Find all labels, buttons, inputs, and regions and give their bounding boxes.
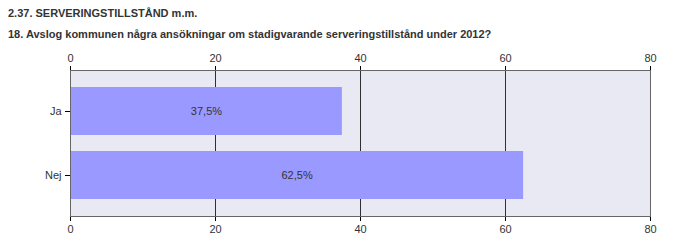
svg-text:Nej: Nej xyxy=(45,169,62,181)
svg-text:80: 80 xyxy=(644,52,656,64)
svg-text:60: 60 xyxy=(499,52,511,64)
svg-text:62,5%: 62,5% xyxy=(281,169,312,181)
html-text:18. Avslog kommunen några ansö: 18. Avslog kommunen några ansökningar om… xyxy=(8,28,492,40)
svg-text:40: 40 xyxy=(354,223,366,235)
svg-text:20: 20 xyxy=(209,223,221,235)
svg-text:0: 0 xyxy=(67,223,73,235)
svg-text:60: 60 xyxy=(499,223,511,235)
svg-text:37,5%: 37,5% xyxy=(191,105,222,117)
html-text:2.37. SERVERINGSTILLSTÅND m.m.: 2.37. SERVERINGSTILLSTÅND m.m. xyxy=(8,7,198,19)
svg-text:80: 80 xyxy=(644,223,656,235)
svg-text:0: 0 xyxy=(67,52,73,64)
svg-text:40: 40 xyxy=(354,52,366,64)
svg-text:20: 20 xyxy=(209,52,221,64)
svg-text:Ja: Ja xyxy=(50,105,63,117)
